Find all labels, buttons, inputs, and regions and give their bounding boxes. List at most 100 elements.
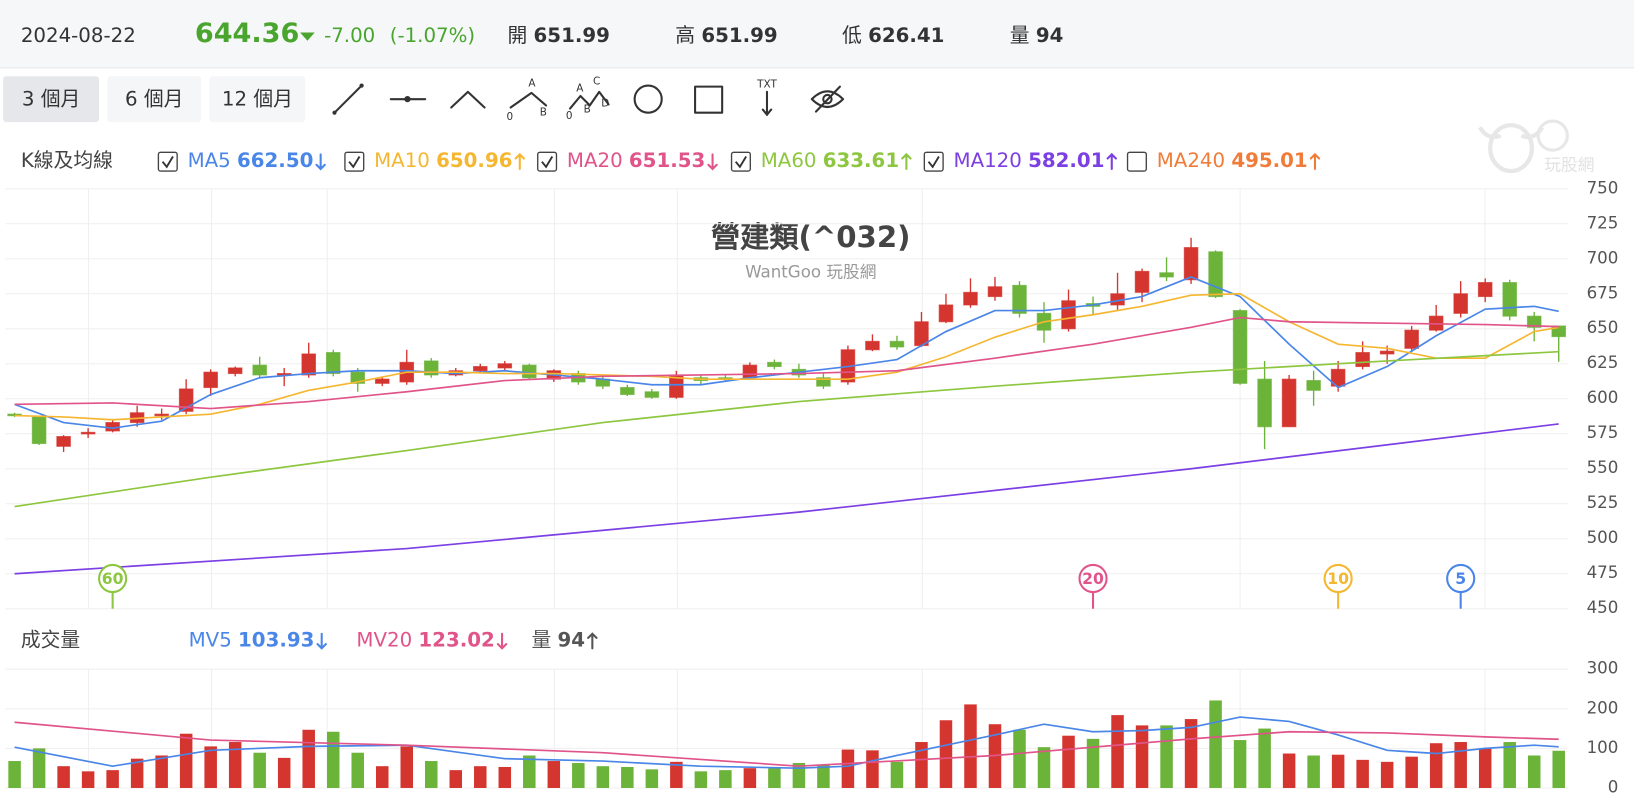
volume-bar (1405, 756, 1418, 788)
legend-name: 量 (531, 629, 551, 652)
volume-bar (400, 746, 414, 788)
volume-bar (351, 752, 364, 788)
marker (1078, 563, 1108, 594)
candle-body (1061, 300, 1076, 330)
volume-bar (1356, 759, 1369, 788)
checkmark (927, 155, 940, 169)
trend-arrow (707, 153, 718, 171)
stat-label: 高 (675, 24, 695, 47)
volume-bar (621, 766, 634, 788)
range-label[interactable]: 12 個月 (222, 88, 293, 111)
ma-line (14, 423, 1559, 575)
candle-body (644, 391, 660, 398)
tool-hline[interactable] (389, 96, 427, 103)
candle-body (325, 352, 341, 375)
candle-body (1208, 251, 1223, 298)
volume-bar (1111, 715, 1124, 788)
volume-bar (1307, 755, 1320, 788)
candle-body (252, 364, 267, 376)
candle-body (620, 387, 635, 396)
y-tick-label: 625 (1587, 353, 1619, 372)
candle-body (31, 416, 47, 445)
ma-line (14, 276, 1559, 429)
legend-name: MV5 (189, 629, 232, 652)
legend-title: K線及均線 (21, 149, 113, 172)
trend-arrow (587, 632, 598, 650)
checkbox[interactable] (537, 151, 558, 172)
volume-bar (8, 761, 21, 788)
tool-line[interactable] (332, 83, 364, 115)
volume-bar (1503, 742, 1516, 788)
trend-arrow (1309, 152, 1321, 171)
volume-bar (841, 749, 855, 788)
volume-bar (645, 769, 659, 788)
tool-hide[interactable] (810, 85, 845, 113)
tool-wave[interactable]: C A 0 B D (566, 75, 610, 122)
trend-arrow (496, 632, 508, 650)
legend-value: 650.96 (436, 149, 512, 172)
tool-circle[interactable] (633, 84, 663, 114)
candle-body (374, 378, 390, 384)
candle-body (1183, 247, 1199, 281)
stat-value: 94 (1036, 24, 1064, 47)
candle-body (1134, 270, 1150, 293)
volume-bar (474, 766, 487, 788)
candle-body (227, 367, 243, 375)
volume-bar (1160, 725, 1173, 788)
legend-value: 123.02 (418, 629, 494, 652)
candle-body (1012, 284, 1027, 314)
candle-body (154, 413, 169, 417)
volume-bar (866, 750, 879, 788)
volume-bar (743, 768, 757, 788)
volume-bar (1233, 740, 1247, 788)
candle-body (1453, 293, 1468, 314)
checkbox[interactable] (923, 151, 944, 172)
checkbox[interactable] (1126, 151, 1147, 172)
legend-value: 495.01 (1231, 149, 1307, 172)
candle-body (1281, 378, 1297, 428)
trend-arrow (315, 153, 326, 171)
logo-text: 玩股網 (1544, 155, 1594, 174)
icon-text: A (528, 78, 536, 90)
tool-angle[interactable] (450, 90, 486, 109)
tool-rect[interactable] (694, 85, 724, 114)
marker-label: 60 (102, 569, 124, 588)
volume-bar (1282, 753, 1296, 788)
volume-bar (1552, 750, 1565, 788)
trend-arrow (901, 152, 912, 171)
y-tick-label: 600 (1587, 388, 1619, 407)
y-tick-label: 0 (1608, 777, 1619, 796)
volume-bar (792, 763, 806, 788)
legend-value: 582.01 (1028, 149, 1104, 172)
candle-body (80, 431, 96, 435)
stat-value: 626.41 (868, 24, 944, 47)
candle-body (1477, 282, 1493, 298)
range-label[interactable]: 6 個月 (125, 88, 183, 111)
candle-body (350, 371, 366, 384)
ma-line (14, 292, 1559, 421)
volume-bar (1013, 729, 1026, 788)
range-button[interactable] (3, 76, 99, 123)
checkbox[interactable] (730, 151, 751, 172)
marker (1446, 563, 1476, 594)
volume-bar (498, 766, 512, 788)
range-label[interactable]: 3 個月 (22, 88, 80, 111)
candle-body (203, 371, 218, 389)
candle-body (472, 366, 488, 372)
volume-bar (547, 761, 561, 788)
checkbox[interactable] (157, 151, 178, 172)
marker (1323, 563, 1353, 594)
tool-text[interactable]: TXT (756, 79, 777, 116)
tool-abc[interactable]: A 0 B (506, 78, 548, 123)
stat-label: 量 (1010, 24, 1030, 47)
candle-body (1159, 272, 1174, 278)
checkmark (734, 155, 747, 169)
volume-bar (1331, 754, 1345, 788)
volume-bar (915, 742, 928, 788)
change-pct: (-1.07%) (390, 24, 475, 47)
volume-bar (523, 755, 536, 788)
candle-body (963, 291, 978, 306)
range-button[interactable] (107, 76, 202, 123)
checkbox[interactable] (344, 151, 365, 172)
range-button[interactable] (209, 76, 306, 123)
